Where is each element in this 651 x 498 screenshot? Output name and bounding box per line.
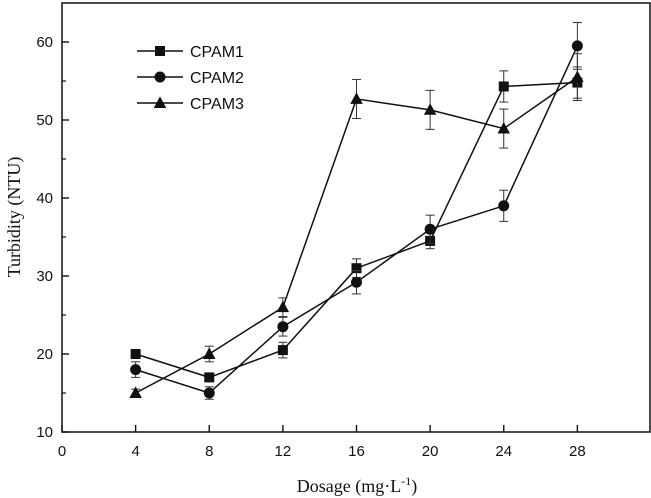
legend-label: CPAM2 [190, 70, 244, 87]
legend-label: CPAM1 [190, 44, 244, 61]
y-tick-label: 10 [36, 424, 53, 441]
x-axis-title-main: Dosage (mg·L [297, 476, 401, 497]
data-point [130, 364, 142, 376]
x-tick-label: 24 [495, 443, 512, 460]
plot-area [129, 22, 584, 400]
legend-item-cpam3: CPAM3 [137, 96, 244, 113]
data-point [498, 200, 510, 212]
y-tick-label: 50 [36, 112, 53, 129]
x-axis-ticks: 0 4 8 12 16 20 24 28 [58, 425, 586, 460]
data-point [277, 345, 288, 356]
legend-label: CPAM3 [190, 96, 244, 113]
x-tick-label: 12 [275, 443, 292, 460]
y-axis-title: Turbidity (NTU) [4, 157, 25, 278]
series-cpam2 [130, 22, 583, 400]
legend: CPAM1 CPAM2 CPAM3 [137, 44, 244, 113]
legend-marker [153, 96, 167, 108]
legend-item-cpam1: CPAM1 [137, 44, 244, 61]
data-point [130, 349, 141, 359]
x-tick-label: 28 [569, 443, 586, 460]
data-point [204, 372, 215, 383]
data-point [203, 387, 215, 399]
data-point [203, 347, 216, 359]
x-tick-label: 0 [58, 443, 66, 460]
y-tick-label: 40 [36, 190, 53, 207]
y-tick-label: 60 [36, 34, 53, 51]
y-tick-label: 30 [36, 268, 53, 285]
x-tick-label: 4 [131, 443, 139, 460]
data-point [498, 81, 509, 92]
data-point [497, 121, 510, 134]
x-tick-label: 16 [348, 443, 365, 460]
x-tick-label: 8 [205, 443, 213, 460]
data-point [277, 321, 289, 333]
legend-marker [155, 46, 165, 56]
x-tick-label: 20 [422, 443, 439, 460]
x-axis-title-superscript: -1 [401, 474, 411, 488]
data-point [276, 300, 290, 313]
data-point [351, 263, 362, 274]
y-axis-ticks: 10 20 30 40 50 60 [36, 34, 69, 441]
legend-marker [154, 71, 166, 83]
data-point [350, 92, 363, 104]
data-point [571, 40, 583, 52]
data-point [424, 223, 436, 235]
data-point [351, 276, 362, 288]
y-tick-label: 20 [36, 346, 53, 363]
data-point [423, 103, 437, 115]
series-cpam3 [129, 53, 584, 398]
x-axis-title-suffix: ) [411, 476, 417, 497]
data-point [129, 386, 142, 398]
legend-item-cpam2: CPAM2 [137, 70, 244, 87]
data-point [571, 70, 584, 83]
x-axis-title: Dosage (mg·L-1) [297, 474, 417, 497]
